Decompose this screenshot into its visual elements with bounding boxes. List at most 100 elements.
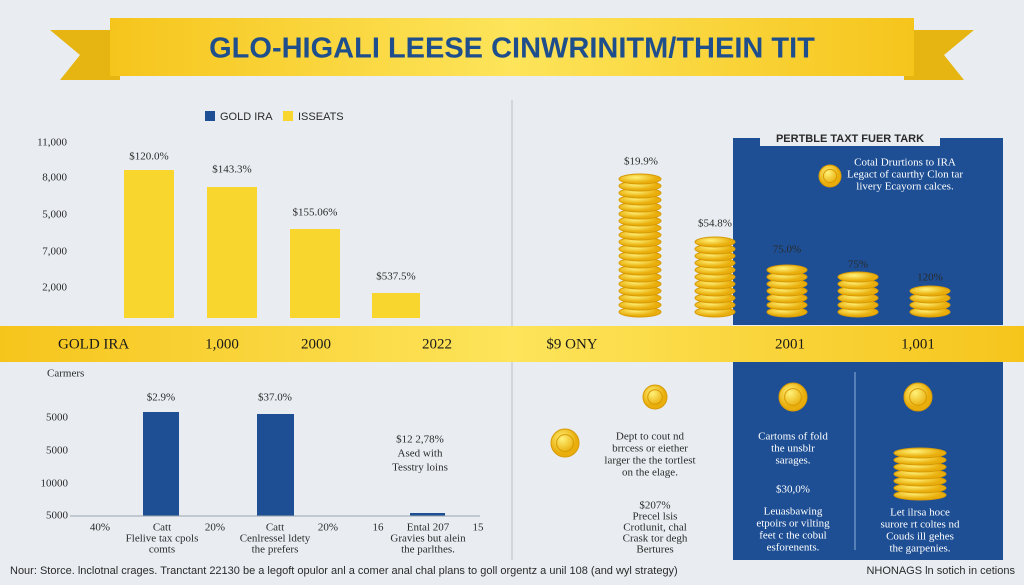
x-label: the prefers: [252, 544, 299, 556]
x-label: Catt: [153, 522, 171, 534]
y-label: 5000: [46, 412, 69, 424]
lower-bars: [70, 412, 480, 517]
coin-label: $54.8%: [698, 218, 732, 230]
coin-inner: [556, 434, 574, 452]
band-label: $9 ONY: [546, 336, 597, 352]
note: Let ilrsa hoce: [890, 507, 950, 519]
note: the unsblr: [771, 443, 815, 455]
x-label: 20%: [318, 522, 338, 534]
note: the garpenies.: [889, 543, 950, 555]
bar-label: $2.9%: [147, 392, 175, 404]
band-label: 1,000: [205, 336, 239, 352]
note: brrcess or eiether: [612, 443, 688, 455]
coin-label: $19.9%: [624, 156, 658, 168]
y-label: 7,000: [42, 246, 67, 258]
y-label: 11,000: [37, 137, 67, 149]
bar-label: $537.5%: [376, 271, 415, 283]
note: $12 2,78%: [396, 434, 444, 446]
y-label: 5,000: [42, 209, 67, 221]
coin: [903, 382, 933, 412]
footer: Nour: Storce. lnclotnal crages. Tranctan…: [10, 565, 678, 577]
coin: [818, 164, 842, 188]
y-label: 8,000: [42, 172, 67, 184]
x-label: 20%: [205, 522, 225, 534]
x-label: Gravies but alein: [390, 533, 466, 545]
coin-inner: [647, 389, 663, 405]
coin: [893, 447, 947, 459]
x-label: comts: [149, 544, 175, 556]
band: [0, 326, 1024, 362]
note: Precel lsis: [633, 511, 678, 523]
x-label: 15: [473, 522, 485, 534]
banner: [50, 18, 974, 80]
blue-notes-box: [733, 362, 1003, 560]
tax-box-title: PERTBLE TAXT FUER TARK: [776, 133, 924, 145]
tax-box-text: livery Ecayorn calces.: [856, 181, 954, 193]
band-label: 2022: [422, 336, 452, 352]
coin: [766, 264, 808, 276]
band-label: 2000: [301, 336, 331, 352]
coin: [618, 173, 662, 185]
x-label: the parlthes.: [401, 544, 455, 556]
note: Bertures: [636, 544, 673, 556]
tax-box-text: Cotal Drurtions to IRA: [854, 157, 956, 169]
y-label: 5000: [46, 510, 69, 522]
top-bars: [124, 170, 420, 318]
coin-inner: [784, 388, 802, 406]
note: Ased with: [398, 448, 443, 460]
band-label: GOLD IRA: [58, 336, 129, 352]
note: Cartoms of fold: [758, 431, 828, 443]
y-label: 5000: [46, 445, 69, 457]
y-label: 10000: [41, 478, 69, 490]
banner-title: GLO-HIGALI LEESE CINWRINITM/THEIN TIT: [209, 33, 815, 65]
tax-box-tab: [760, 130, 940, 146]
coin-label: 75.0%: [773, 244, 801, 256]
x-label: Catt: [266, 522, 284, 534]
x-label: 16: [373, 522, 385, 534]
legend-label: GOLD IRA: [220, 111, 273, 123]
coin: [778, 382, 808, 412]
legend-label: ISSEATS: [298, 111, 344, 123]
note: Leuasbawing: [764, 506, 823, 518]
x-label: Flelive tax cpols: [126, 533, 199, 545]
band-label: 1,001: [901, 336, 935, 352]
coin-inner: [909, 388, 927, 406]
note: surore rt coltes nd: [880, 519, 960, 531]
band-label: 2001: [775, 336, 805, 352]
note: larger the the tortlest: [604, 455, 695, 467]
footer: NHONAGS ln sotich in cetions: [866, 565, 1015, 577]
coin-label: 120%: [917, 272, 943, 284]
coin: [909, 285, 951, 297]
note: Crask tor degh: [623, 533, 688, 545]
coin: [837, 271, 879, 283]
bar-label: $37.0%: [258, 392, 292, 404]
tax-box-text: Legact of caurthy Clon tar: [847, 169, 963, 181]
note: Dept to cout nd: [616, 431, 685, 443]
note: Crotlunit, chal: [623, 522, 687, 534]
coin-label: 75%: [848, 259, 868, 271]
bar-label: $143.3%: [212, 164, 251, 176]
note: Couds ill gehes: [886, 531, 954, 543]
note: sarages.: [775, 455, 810, 467]
value-label: $30,0%: [776, 484, 810, 496]
x-label: Cenlressel ldety: [240, 533, 311, 545]
x-label: 40%: [90, 522, 110, 534]
note: Tesstry loins: [392, 462, 448, 474]
y-label: 2,000: [42, 282, 67, 294]
note: $207%: [639, 500, 670, 512]
lower-title: Carmers: [47, 368, 84, 380]
coin-inner: [822, 168, 838, 184]
x-label: Ental 207: [407, 522, 450, 534]
coin: [694, 236, 736, 248]
coin: [642, 384, 668, 410]
note: esforenents.: [767, 542, 820, 554]
coin: [550, 428, 580, 458]
note: on the elage.: [622, 467, 678, 479]
note: feet c the cobul: [759, 530, 827, 542]
bar-label: $155.06%: [293, 207, 338, 219]
note: etpoirs or vilting: [756, 518, 830, 530]
bar-label: $120.0%: [129, 151, 168, 163]
legend-swatch: [205, 111, 215, 121]
coins: [550, 164, 951, 501]
